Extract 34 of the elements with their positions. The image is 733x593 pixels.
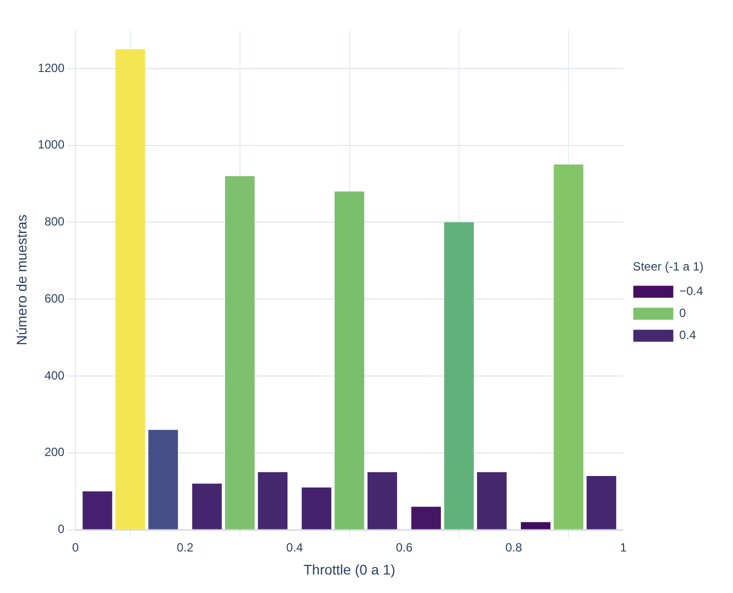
y-tick-label: 800 (44, 214, 65, 229)
bar (334, 191, 364, 530)
y-tick-label: 600 (44, 291, 65, 306)
bar (554, 164, 584, 530)
x-tick-label: 0.4 (286, 540, 304, 554)
x-tick-label: 0 (72, 540, 80, 554)
bar (115, 49, 146, 530)
x-tick-label: 1 (620, 540, 627, 554)
bar (258, 472, 288, 530)
x-tick-label: 0.8 (505, 540, 522, 554)
bar (444, 222, 474, 530)
bar (411, 506, 441, 530)
legend-label: −0.4 (679, 284, 704, 298)
y-tick-label: 1000 (38, 138, 65, 152)
legend-title: Steer (-1 a 1) (632, 260, 704, 274)
legend-label: 0.4 (679, 328, 696, 342)
bar (225, 176, 255, 530)
bar (477, 472, 507, 530)
bar (302, 488, 332, 530)
y-tick-label: 200 (44, 445, 65, 460)
y-tick-label: 1200 (38, 60, 65, 75)
bar (192, 484, 222, 530)
y-axis-title: Número de muestras (13, 214, 30, 346)
x-axis-title: Throttle (0 a 1) (303, 561, 396, 578)
bar (148, 430, 178, 530)
legend-label: 0 (679, 306, 686, 320)
bar (367, 472, 398, 530)
x-tick-label: 0.2 (176, 540, 194, 554)
y-tick-label: 0 (58, 522, 65, 536)
bar (82, 491, 112, 530)
bar (586, 476, 616, 530)
y-tick-label: 400 (44, 368, 65, 382)
x-tick-label: 0.6 (396, 540, 413, 554)
bar (520, 522, 550, 530)
